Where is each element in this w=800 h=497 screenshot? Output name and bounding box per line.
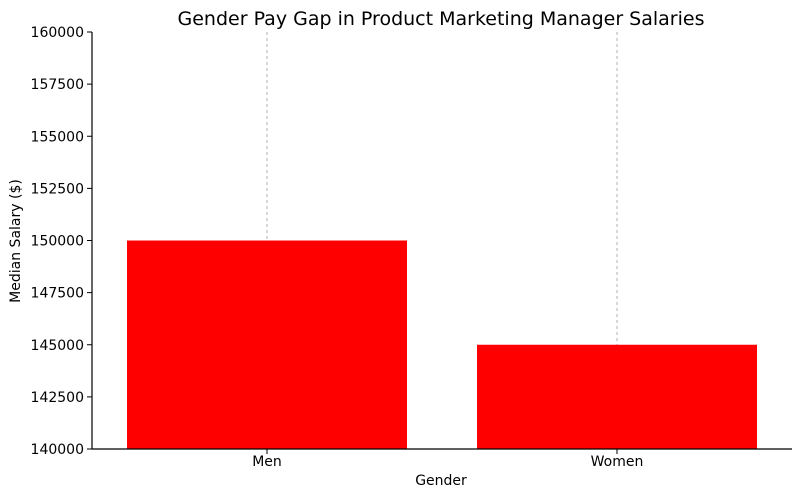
y-tick-label: 150000: [31, 234, 84, 250]
y-tick-label: 160000: [31, 25, 84, 41]
x-axis-label: Gender: [415, 473, 467, 489]
y-tick-label: 155000: [31, 129, 84, 145]
y-axis-label: Median Salary ($): [8, 179, 24, 303]
x-tick-label: Women: [591, 454, 644, 470]
y-tick-label: 140000: [31, 442, 84, 458]
bar-women: [477, 344, 757, 449]
x-tick-label: Men: [252, 454, 282, 470]
y-tick-label: 157500: [31, 77, 84, 93]
y-tick-label: 152500: [31, 181, 84, 197]
y-tick-label: 142500: [31, 390, 84, 406]
bars: [127, 240, 757, 449]
bar-men: [127, 240, 407, 449]
y-tick-label: 147500: [31, 286, 84, 302]
y-tick-label: 145000: [31, 338, 84, 354]
y-axis: 140000 142500 145000 147500 150000 152500 1550…: [31, 25, 93, 458]
x-axis: Men Women: [92, 448, 792, 470]
chart-title: Gender Pay Gap in Product Marketing Mana…: [178, 8, 705, 30]
